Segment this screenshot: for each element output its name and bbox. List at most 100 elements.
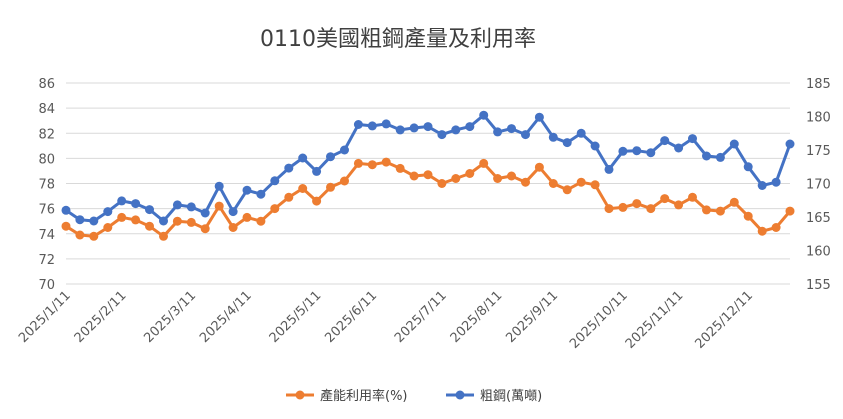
- data-point[interactable]: [660, 194, 670, 204]
- data-point[interactable]: [270, 204, 280, 214]
- data-point[interactable]: [312, 166, 322, 176]
- data-point[interactable]: [409, 171, 419, 181]
- data-point[interactable]: [618, 202, 628, 212]
- data-point[interactable]: [395, 125, 405, 135]
- data-point[interactable]: [715, 206, 725, 216]
- data-point[interactable]: [214, 181, 224, 191]
- data-point[interactable]: [479, 158, 489, 168]
- data-point[interactable]: [702, 151, 711, 161]
- data-point[interactable]: [381, 119, 391, 129]
- data-point[interactable]: [117, 196, 127, 206]
- data-point[interactable]: [437, 179, 447, 188]
- data-point[interactable]: [729, 139, 739, 149]
- data-point[interactable]: [89, 216, 99, 226]
- data-point[interactable]: [228, 207, 238, 217]
- data-point[interactable]: [688, 134, 697, 144]
- data-point[interactable]: [604, 164, 614, 174]
- data-point[interactable]: [353, 120, 363, 129]
- data-point[interactable]: [534, 162, 544, 172]
- data-point[interactable]: [172, 200, 182, 210]
- data-point[interactable]: [409, 123, 419, 133]
- data-point[interactable]: [103, 223, 113, 232]
- data-point[interactable]: [131, 215, 141, 225]
- legend-item-crude-steel[interactable]: 粗鋼(萬噸): [446, 389, 542, 404]
- data-point[interactable]: [534, 112, 544, 122]
- data-point[interactable]: [757, 226, 767, 236]
- data-point[interactable]: [674, 200, 684, 210]
- data-point[interactable]: [548, 132, 558, 142]
- data-point[interactable]: [103, 207, 113, 217]
- data-point[interactable]: [340, 145, 349, 155]
- data-point[interactable]: [353, 158, 363, 168]
- data-point[interactable]: [423, 122, 433, 132]
- data-point[interactable]: [521, 130, 530, 140]
- data-point[interactable]: [214, 201, 224, 211]
- data-point[interactable]: [562, 185, 572, 195]
- data-point[interactable]: [340, 176, 349, 186]
- data-point[interactable]: [576, 128, 586, 138]
- data-point[interactable]: [674, 143, 684, 153]
- data-point[interactable]: [618, 146, 628, 156]
- data-point[interactable]: [242, 185, 252, 195]
- data-point[interactable]: [771, 177, 781, 187]
- data-point[interactable]: [423, 170, 433, 180]
- data-point[interactable]: [729, 197, 739, 207]
- data-point[interactable]: [186, 202, 196, 212]
- data-point[interactable]: [507, 171, 516, 181]
- data-point[interactable]: [465, 122, 475, 132]
- data-point[interactable]: [145, 221, 154, 231]
- data-point[interactable]: [75, 230, 85, 240]
- data-point[interactable]: [256, 216, 266, 226]
- data-point[interactable]: [451, 174, 461, 183]
- data-point[interactable]: [437, 130, 447, 140]
- data-point[interactable]: [326, 182, 335, 192]
- data-point[interactable]: [715, 152, 725, 162]
- data-point[interactable]: [228, 223, 238, 232]
- data-point[interactable]: [646, 204, 656, 214]
- data-point[interactable]: [688, 192, 697, 202]
- data-point[interactable]: [117, 212, 127, 222]
- data-point[interactable]: [298, 153, 308, 163]
- data-point[interactable]: [562, 138, 572, 148]
- data-point[interactable]: [159, 231, 168, 241]
- data-point[interactable]: [702, 205, 711, 215]
- data-point[interactable]: [61, 221, 71, 231]
- legend-item-utilization[interactable]: 產能利用率(%): [286, 388, 408, 404]
- data-point[interactable]: [61, 205, 71, 215]
- data-point[interactable]: [493, 127, 503, 137]
- data-point[interactable]: [507, 124, 516, 134]
- data-point[interactable]: [521, 177, 530, 187]
- data-point[interactable]: [465, 169, 475, 178]
- data-point[interactable]: [367, 160, 377, 170]
- data-point[interactable]: [131, 199, 141, 209]
- data-point[interactable]: [785, 206, 795, 216]
- data-point[interactable]: [493, 174, 503, 183]
- data-point[interactable]: [395, 163, 405, 173]
- data-point[interactable]: [632, 199, 642, 209]
- data-point[interactable]: [590, 141, 600, 151]
- data-point[interactable]: [660, 136, 670, 146]
- data-point[interactable]: [145, 205, 154, 215]
- data-point[interactable]: [284, 163, 294, 173]
- data-point[interactable]: [256, 189, 266, 199]
- data-point[interactable]: [743, 162, 753, 172]
- data-point[interactable]: [200, 208, 210, 218]
- data-point[interactable]: [757, 181, 767, 190]
- data-point[interactable]: [479, 110, 489, 120]
- data-point[interactable]: [590, 180, 600, 190]
- data-point[interactable]: [89, 231, 99, 241]
- data-point[interactable]: [367, 121, 377, 131]
- data-point[interactable]: [186, 217, 196, 227]
- data-point[interactable]: [646, 148, 656, 158]
- data-point[interactable]: [743, 211, 753, 221]
- data-point[interactable]: [771, 223, 781, 232]
- data-point[interactable]: [242, 212, 252, 222]
- data-point[interactable]: [172, 216, 182, 226]
- data-point[interactable]: [576, 177, 586, 187]
- data-point[interactable]: [284, 192, 294, 202]
- data-point[interactable]: [200, 224, 210, 234]
- data-point[interactable]: [548, 179, 558, 188]
- data-point[interactable]: [270, 176, 280, 186]
- data-point[interactable]: [326, 152, 335, 162]
- data-point[interactable]: [381, 157, 391, 167]
